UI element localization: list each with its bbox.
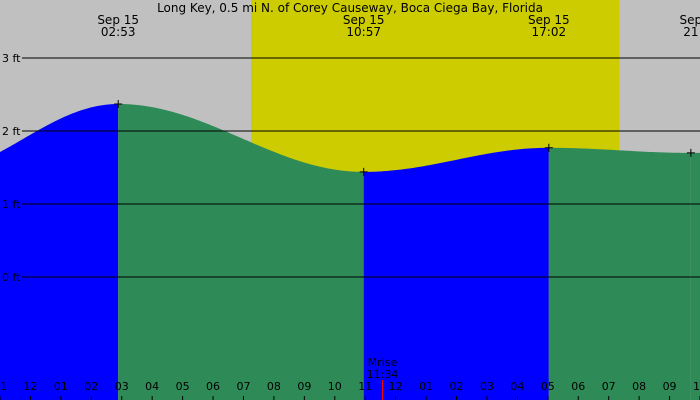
x-tick-label: 01 [54,380,68,393]
rising-tide-area [0,103,119,400]
x-tick-label: 11 [0,380,7,393]
tide-event-time: 10:57 [346,25,381,39]
x-tick-label: 10 [328,380,342,393]
tide-extreme-marker [114,99,123,108]
tide-extreme-marker [359,167,368,176]
tide-extreme-marker [686,148,695,157]
gridlines [0,57,700,400]
chart-title: Long Key, 0.5 mi N. of Corey Causeway, B… [157,1,543,15]
x-tick-label: 05 [541,380,555,393]
x-tick-label: 07 [236,380,250,393]
x-tick-label: 02 [84,380,98,393]
moonrise-time: 11:34 [367,368,399,381]
falling-tide-area [548,147,691,400]
y-tick-label: 2 ft [2,125,21,138]
y-tick-label: 0 ft [2,271,21,284]
x-tick-label: 12 [23,380,37,393]
x-tick-label: 05 [176,380,190,393]
tide-event-date: Sep 15 [97,13,139,27]
x-tick-label: 07 [602,380,616,393]
tide-area [0,103,700,400]
tide-event-time: 17:02 [532,25,567,39]
x-tick-label: 09 [663,380,677,393]
rising-tide-area [363,147,549,400]
x-tick-label: 03 [115,380,129,393]
x-tick-label: 12 [389,380,403,393]
tide-event-time: 21 [683,25,698,39]
x-tick-label: 03 [480,380,494,393]
x-tick-label: 08 [632,380,646,393]
tide-event-date: Sep 15 [528,13,570,27]
y-tick-label: 1 ft [2,198,21,211]
x-tick-label: 09 [297,380,311,393]
x-tick-label: 11 [358,380,372,393]
falling-tide-area [690,152,700,400]
tide-event-date: Sep 15 [343,13,385,27]
x-tick-label: 06 [571,380,585,393]
x-tick-label: 08 [267,380,281,393]
tide-event-date: Sep [680,13,700,27]
x-tick-label: 04 [145,380,159,393]
y-tick-label: 3 ft [2,52,21,65]
x-tick-label: 02 [450,380,464,393]
x-tick-label: 01 [419,380,433,393]
x-tick-label: 04 [510,380,524,393]
falling-tide-area [118,103,364,400]
tide-extreme-marker [544,143,553,152]
tide-event-time: 02:53 [101,25,136,39]
moonrise-label: Mrise [368,356,398,369]
x-tick-label: 06 [206,380,220,393]
x-tick-label: 10 [693,380,700,393]
